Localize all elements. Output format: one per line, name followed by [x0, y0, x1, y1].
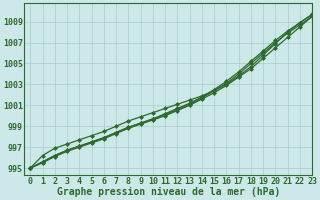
X-axis label: Graphe pression niveau de la mer (hPa): Graphe pression niveau de la mer (hPa): [57, 187, 280, 197]
